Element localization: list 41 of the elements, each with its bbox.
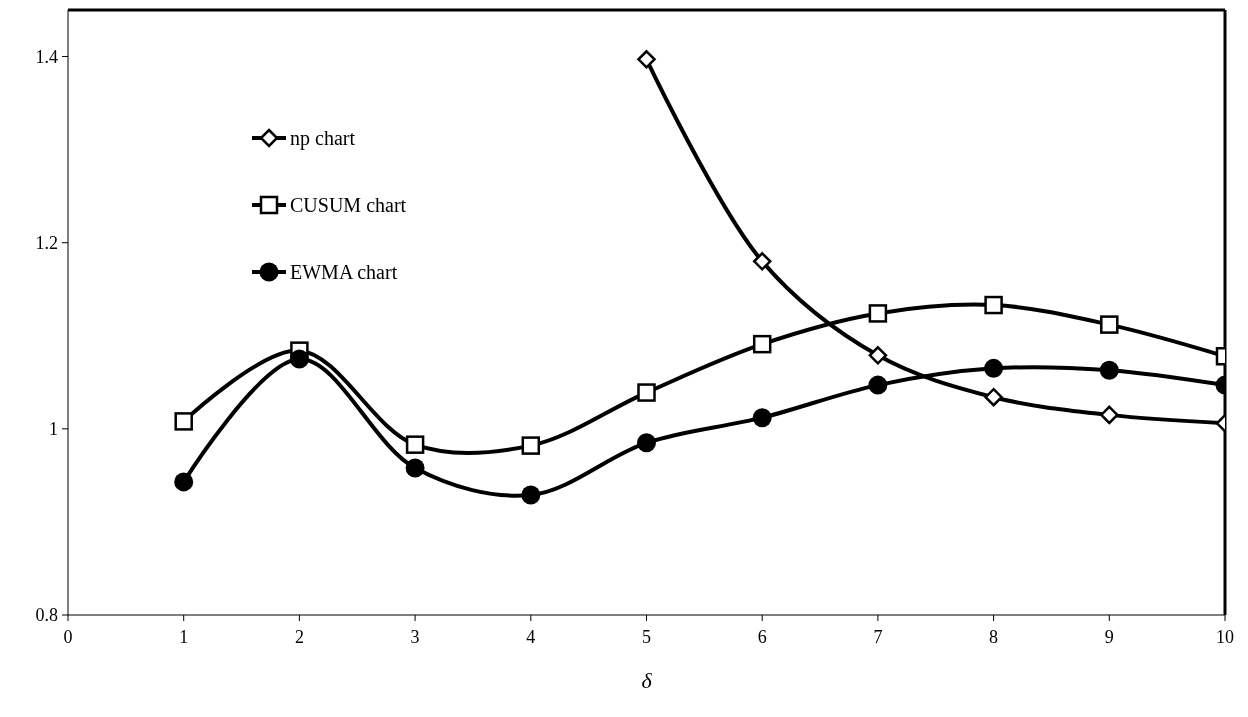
x-tick-label: 7 (873, 627, 883, 647)
point (868, 346, 888, 365)
x-tick-label: 3 (410, 627, 420, 647)
x-tick-label: 0 (63, 627, 73, 647)
point (405, 458, 425, 478)
point (984, 387, 1003, 407)
x-tick-label: 5 (642, 627, 651, 647)
point (521, 485, 541, 505)
legend-label: np chart (290, 127, 356, 150)
legend-label: EWMA chart (290, 261, 398, 283)
x-tick-label: 4 (526, 627, 536, 647)
point (637, 433, 656, 453)
legend-label: CUSUM chart (290, 194, 407, 216)
point (1100, 405, 1119, 425)
x-tick-label: 9 (1104, 627, 1114, 647)
point (868, 375, 888, 395)
y-tick-label: 1.4 (35, 46, 58, 67)
y-tick-label: 0.8 (35, 605, 58, 625)
point (174, 412, 193, 431)
point (752, 252, 772, 271)
y-tick-label: 1 (49, 418, 58, 439)
point (752, 334, 772, 354)
x-axis-title: δ (641, 668, 653, 693)
point (752, 408, 772, 428)
point (1100, 315, 1119, 334)
point (1099, 360, 1119, 380)
point (405, 435, 425, 454)
point (637, 50, 656, 69)
point (984, 295, 1003, 315)
point (984, 358, 1004, 378)
x-tick-label: 2 (294, 627, 304, 647)
x-tick-label: 10 (1216, 627, 1234, 647)
x-tick-label: 8 (989, 627, 999, 647)
point (637, 383, 656, 402)
x-tick-label: 6 (757, 627, 767, 647)
point (289, 349, 309, 369)
point (868, 304, 888, 323)
point (521, 436, 541, 455)
x-tick-label: 1 (179, 627, 189, 647)
y-tick-label: 1.2 (35, 232, 58, 253)
point (174, 472, 194, 492)
